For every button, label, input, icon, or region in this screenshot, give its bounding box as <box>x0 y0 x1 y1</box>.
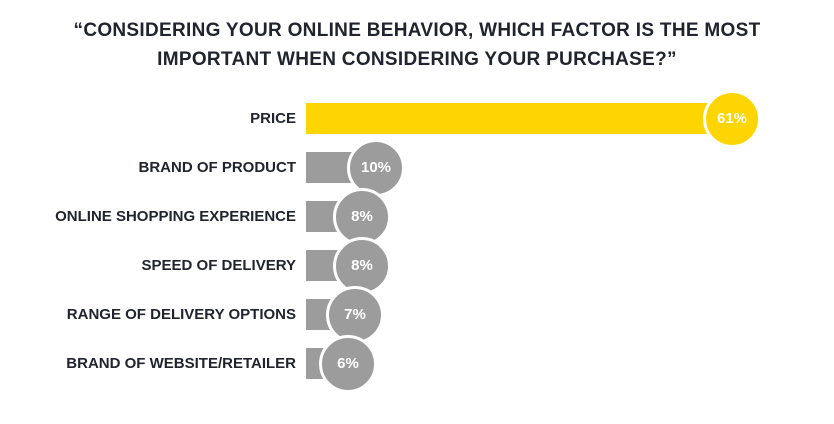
bar-label: BRAND OF PRODUCT <box>138 159 297 176</box>
bar-track: 61% <box>306 89 834 148</box>
bar-track: 8% <box>306 187 834 246</box>
bar-track: 6% <box>306 334 834 393</box>
bar-row: RANGE OF DELIVERY OPTIONS 7% <box>0 285 834 344</box>
bar-rows: PRICE 61% BRAND OF PRODUCT 10% ONLINE SHOPPI… <box>0 89 834 393</box>
value-label: 8% <box>351 257 373 274</box>
bar-label: BRAND OF WEBSITE/RETAILER <box>66 355 296 372</box>
bar-row: ONLINE SHOPPING EXPERIENCE 8% <box>0 187 834 246</box>
bar-track: 8% <box>306 236 834 295</box>
bar-label: PRICE <box>250 110 296 127</box>
value-label: 7% <box>344 306 366 323</box>
value-badge: 61% <box>703 89 761 148</box>
bar-row: PRICE 61% <box>0 89 834 148</box>
value-label: 10% <box>360 159 392 176</box>
bar-track: 10% <box>306 138 834 197</box>
chart-title: “CONSIDERING YOUR ONLINE BEHAVIOR, WHICH… <box>73 20 761 71</box>
bar-track: 7% <box>306 285 834 344</box>
bar-label: SPEED OF DELIVERY <box>141 257 296 274</box>
value-badge: 10% <box>347 138 405 197</box>
value-label: 61% <box>716 110 748 127</box>
bar-row: BRAND OF WEBSITE/RETAILER 6% <box>0 334 834 393</box>
bar-label: ONLINE SHOPPING EXPERIENCE <box>55 208 296 225</box>
bar-label: RANGE OF DELIVERY OPTIONS <box>66 306 296 323</box>
value-badge: 7% <box>326 285 384 344</box>
value-badge: 8% <box>333 187 391 246</box>
bar-row: BRAND OF PRODUCT 10% <box>0 138 834 197</box>
value-label: 8% <box>351 208 373 225</box>
value-badge: 6% <box>319 334 377 393</box>
bar <box>306 103 732 134</box>
bar-row: SPEED OF DELIVERY 8% <box>0 236 834 295</box>
value-label: 6% <box>337 355 359 372</box>
